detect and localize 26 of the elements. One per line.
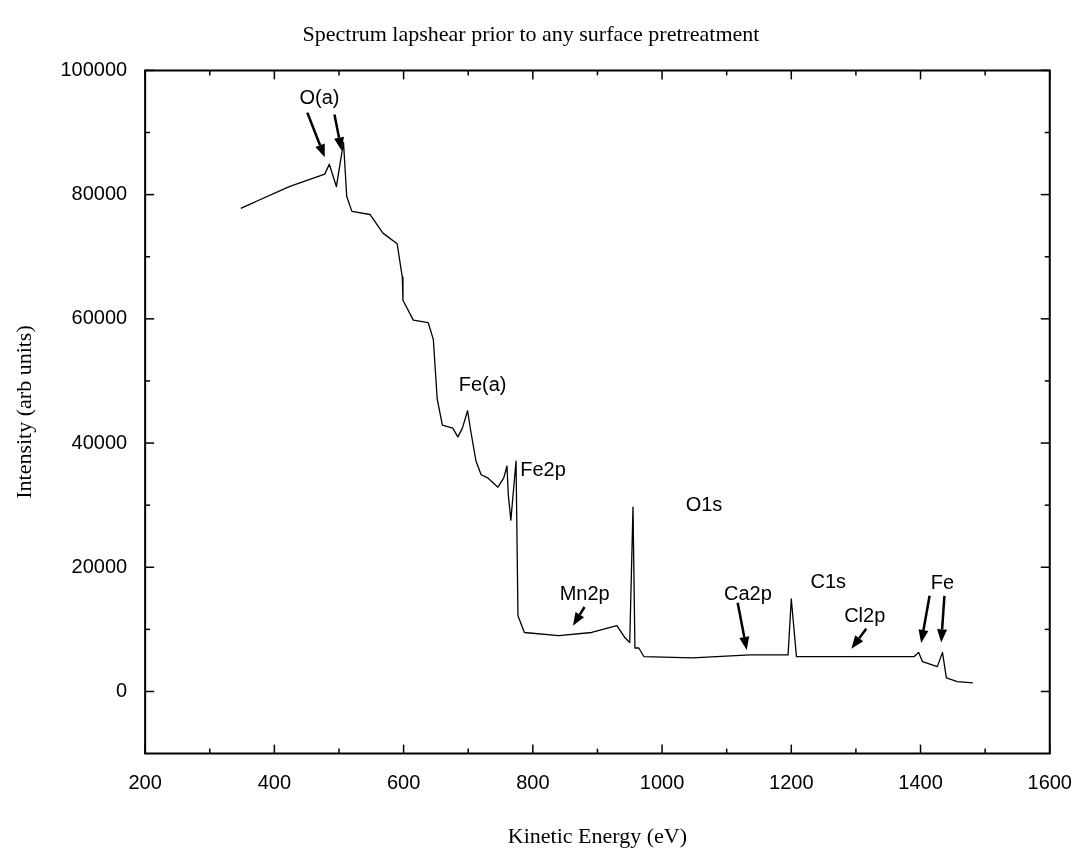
chart-title: Spectrum lapshear prior to any surface pretreatment	[302, 20, 760, 46]
x-tick-label: 1600	[1027, 771, 1072, 794]
y-tick-label: 0	[116, 679, 128, 702]
y-tick-label: 60000	[71, 306, 128, 329]
annotation: Fe(a)	[458, 373, 507, 396]
y-tick-label: 100000	[60, 57, 128, 80]
annotation: C1s	[810, 570, 847, 593]
x-tick-label: 1400	[898, 771, 943, 794]
y-tick-label: 80000	[71, 182, 128, 205]
x-axis-title: Kinetic Energy (eV)	[507, 822, 688, 848]
annotation: Mn2p	[559, 582, 610, 605]
y-tick-label: 20000	[71, 554, 128, 577]
x-tick-label: 800	[516, 771, 550, 794]
annotation: O1s	[685, 492, 723, 515]
x-tick-label: 1200	[769, 771, 814, 794]
annotation: Fe2p	[520, 457, 566, 480]
annotation: Cl2p	[844, 604, 886, 627]
x-tick-label: 600	[386, 771, 421, 794]
y-axis-title: Intensity (arb units)	[10, 325, 36, 499]
annotation: Ca2p	[724, 582, 772, 605]
x-tick-label: 200	[128, 771, 162, 794]
x-tick-label: 400	[257, 771, 292, 794]
annotation: Fe	[930, 570, 955, 593]
annotation: O(a)	[299, 85, 340, 108]
y-tick-label: 40000	[71, 430, 128, 453]
x-tick-label: 1000	[639, 771, 685, 794]
